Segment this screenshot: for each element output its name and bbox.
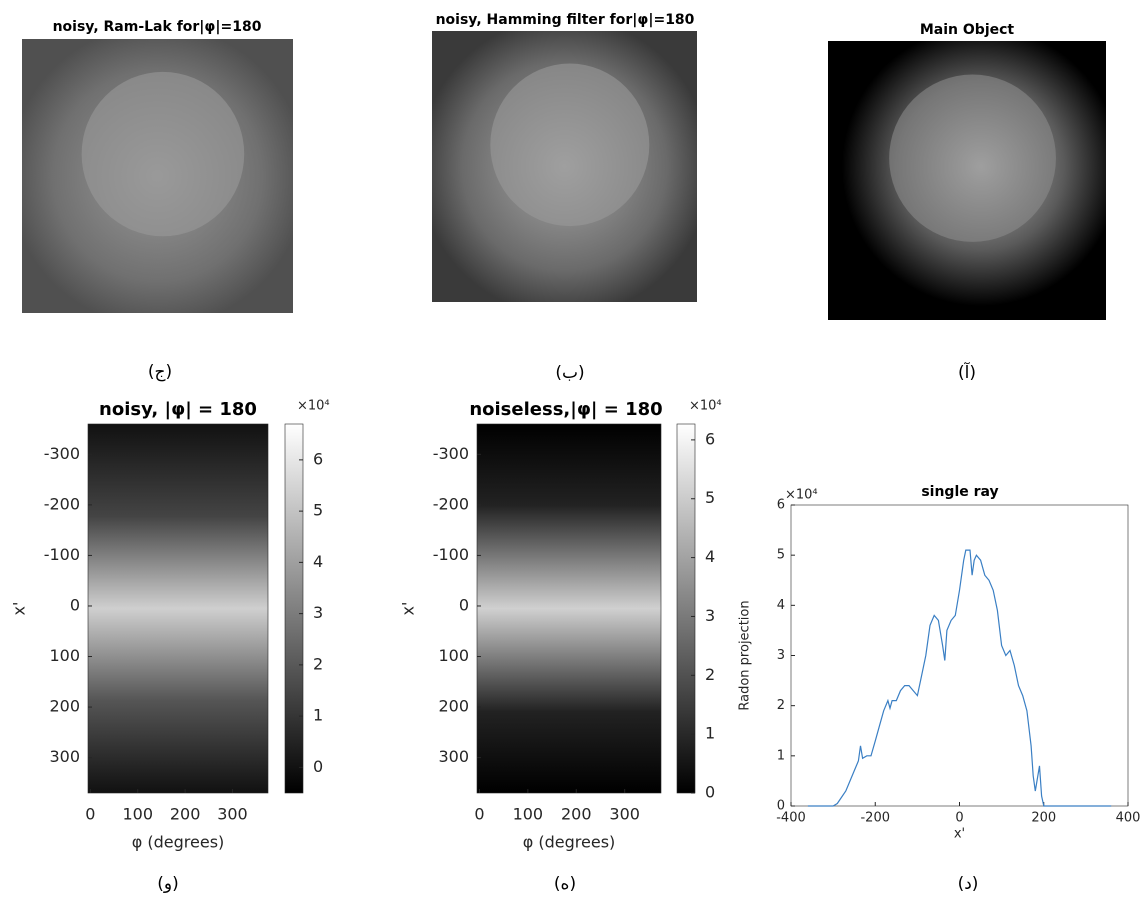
y-tick-label: 0 bbox=[459, 595, 469, 614]
y-tick-label: 3 bbox=[777, 648, 785, 663]
axes-frame bbox=[476, 423, 662, 794]
x-axis-label: φ (degrees) bbox=[523, 833, 616, 852]
colorbar-tick-label: 3 bbox=[313, 603, 323, 622]
panel-caption: (آ) bbox=[958, 361, 976, 383]
x-tick-label: 200 bbox=[1031, 811, 1056, 826]
y-tick-label: -200 bbox=[433, 494, 469, 513]
y-tick-label: 6 bbox=[777, 498, 785, 513]
x-tick-label: 100 bbox=[122, 805, 153, 824]
y-tick-label: -300 bbox=[433, 444, 469, 463]
colorbar-tick-label: 5 bbox=[705, 488, 715, 507]
y-tick-label: 1 bbox=[777, 748, 785, 763]
image-object bbox=[81, 71, 245, 237]
colorbar-tick-label: 1 bbox=[313, 706, 323, 725]
y-tick-label: 0 bbox=[777, 799, 785, 814]
y-tick-label: 4 bbox=[777, 598, 785, 613]
y-tick-label: 100 bbox=[49, 646, 80, 665]
image-object bbox=[490, 63, 650, 227]
y-tick-label: 200 bbox=[49, 697, 80, 716]
y-axis-label: x' bbox=[399, 602, 418, 616]
x-axis-label: φ (degrees) bbox=[132, 833, 225, 852]
y-tick-label: 300 bbox=[438, 747, 469, 766]
y-tick-label: 0 bbox=[70, 595, 80, 614]
colorbar-exponent: ×10⁴ bbox=[297, 399, 330, 414]
colorbar-tick-label: 2 bbox=[313, 654, 323, 673]
x-tick-label: 0 bbox=[474, 805, 484, 824]
panel-caption: (د) bbox=[958, 874, 979, 894]
y-axis-label: Radon projection bbox=[738, 600, 753, 710]
x-tick-label: 200 bbox=[170, 805, 201, 824]
y-tick-label: -200 bbox=[44, 494, 80, 513]
y-axis-label: x' bbox=[10, 602, 29, 616]
panel-caption: (ج) bbox=[148, 362, 172, 382]
colorbar bbox=[676, 423, 696, 794]
panel-caption: (ب) bbox=[555, 363, 584, 383]
image-object bbox=[889, 74, 1056, 242]
y-exponent: ×10⁴ bbox=[785, 488, 818, 503]
panel-title: noisy, Ram-Lak for|φ|=180 bbox=[53, 19, 262, 35]
y-tick-label: 5 bbox=[777, 548, 785, 563]
axes-frame bbox=[87, 423, 269, 794]
panel-caption: (و) bbox=[157, 874, 179, 894]
colorbar-tick-label: 5 bbox=[313, 501, 323, 520]
panel-title: Main Object bbox=[920, 22, 1015, 38]
colorbar-tick-label: 2 bbox=[705, 665, 715, 684]
sinogram bbox=[477, 424, 661, 793]
colorbar-tick-label: 4 bbox=[705, 547, 715, 566]
colorbar bbox=[284, 423, 304, 794]
panel-caption: (ه) bbox=[554, 874, 576, 894]
y-tick-label: -100 bbox=[44, 545, 80, 564]
colorbar-tick-label: 6 bbox=[313, 449, 323, 468]
colorbar-tick-label: 6 bbox=[705, 429, 715, 448]
colorbar-tick-label: 0 bbox=[705, 783, 715, 802]
x-tick-label: 0 bbox=[85, 805, 95, 824]
x-tick-label: -200 bbox=[860, 811, 890, 826]
x-tick-label: 0 bbox=[955, 811, 963, 826]
y-tick-label: -300 bbox=[44, 444, 80, 463]
x-tick-label: 300 bbox=[217, 805, 248, 824]
colorbar-tick-label: 0 bbox=[313, 757, 323, 776]
x-tick-label: -400 bbox=[776, 811, 806, 826]
x-tick-label: 200 bbox=[561, 805, 592, 824]
colorbar-tick-label: 3 bbox=[705, 606, 715, 625]
sinogram bbox=[88, 424, 268, 793]
y-tick-label: 2 bbox=[777, 698, 785, 713]
panel-title: noiseless,|φ| = 180 bbox=[469, 399, 662, 420]
y-tick-label: -100 bbox=[433, 545, 469, 564]
x-tick-label: 300 bbox=[609, 805, 640, 824]
x-axis-label: x' bbox=[954, 827, 965, 842]
panel-title: noisy, Hamming filter for|φ|=180 bbox=[436, 12, 695, 28]
colorbar-tick-label: 1 bbox=[705, 724, 715, 743]
data-line bbox=[807, 549, 1112, 807]
panel-title: single ray bbox=[921, 484, 998, 500]
y-tick-label: 300 bbox=[49, 747, 80, 766]
x-tick-label: 100 bbox=[513, 805, 544, 824]
x-tick-label: 400 bbox=[1116, 811, 1141, 826]
colorbar-tick-label: 4 bbox=[313, 552, 323, 571]
axes-frame bbox=[790, 504, 1129, 807]
colorbar-exponent: ×10⁴ bbox=[689, 399, 722, 414]
y-tick-label: 100 bbox=[438, 646, 469, 665]
panel-title: noisy, |φ| = 180 bbox=[99, 399, 257, 420]
y-tick-label: 200 bbox=[438, 697, 469, 716]
